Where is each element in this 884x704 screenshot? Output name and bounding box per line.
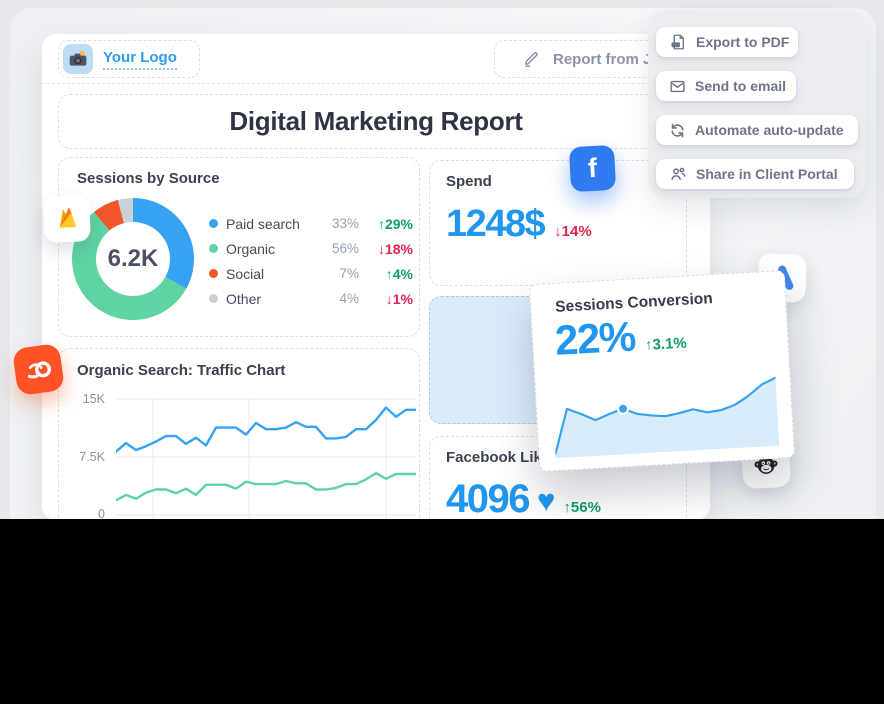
traffic-line-chart xyxy=(116,398,416,519)
organic-dot xyxy=(209,244,218,253)
legend-pct: 56% xyxy=(331,241,359,256)
sessions-donut: 6.2K xyxy=(72,198,194,320)
spend-value: 1248$ xyxy=(446,203,546,245)
logo-box: Your Logo xyxy=(58,40,200,78)
pdf-icon: PDF xyxy=(671,34,684,50)
panel-title: Sessions by Source xyxy=(77,170,220,187)
panel-title: Spend xyxy=(446,173,492,190)
conversion-change: ↑3.1% xyxy=(644,334,688,354)
export-menu: PDF Export to PDF Send to email Automate… xyxy=(648,10,866,198)
legend-pct: 33% xyxy=(331,216,359,231)
semrush-icon xyxy=(11,342,66,397)
svg-text:PDF: PDF xyxy=(672,43,680,47)
legend-change: ↓18% xyxy=(377,240,413,257)
report-name-field[interactable]: Report from Janu xyxy=(494,40,710,78)
facebook-likes-panel: Facebook Likes 4096 ♥ ↑56% xyxy=(429,436,687,519)
heart-icon: ♥ xyxy=(536,483,556,518)
traffic-chart-panel: Organic Search: Traffic Chart 15K 7.5K 0 xyxy=(58,348,420,519)
social-dot xyxy=(209,269,218,278)
legend-change: ↓1% xyxy=(385,290,413,307)
y-tick-7-5k: 7.5K xyxy=(79,450,105,464)
donut-legend: Paid search 33% ↑29% Organic 56% ↓18% So… xyxy=(209,211,413,311)
report-title: Digital Marketing Report xyxy=(58,94,694,149)
camera-icon xyxy=(63,44,93,74)
sessions-by-source-panel: Sessions by Source 6.2K Paid search 33% … xyxy=(58,157,420,337)
panel-title: Facebook Likes xyxy=(446,449,559,466)
refresh-icon xyxy=(671,123,684,137)
spend-panel: Spend 1248$ ↓14% xyxy=(429,160,687,286)
features-section: Report on all marketing channels in a si… xyxy=(0,519,884,704)
donut-center-value: 6.2K xyxy=(96,222,170,296)
y-tick-0: 0 xyxy=(98,507,105,519)
send-to-email-button[interactable]: Send to email xyxy=(656,71,796,101)
other-dot xyxy=(209,294,218,303)
legend-change: ↑4% xyxy=(385,265,413,282)
legend-change: ↑29% xyxy=(377,215,413,232)
facebook-icon: f xyxy=(568,144,617,193)
menu-item-label: Export to PDF xyxy=(696,34,790,50)
your-logo-link[interactable]: Your Logo xyxy=(103,48,177,70)
legend-label: Other xyxy=(226,290,262,307)
report-name-text: Report from Janu xyxy=(553,50,679,68)
email-icon xyxy=(670,80,685,92)
header-divider xyxy=(42,83,710,84)
spend-change: ↓14% xyxy=(554,223,592,240)
legend-pct: 4% xyxy=(339,291,359,306)
legend-row: Organic 56% ↓18% xyxy=(209,236,413,261)
conversion-area-chart xyxy=(554,376,780,459)
panel-title: Organic Search: Traffic Chart xyxy=(77,362,286,379)
menu-item-label: Automate auto-update xyxy=(695,122,844,138)
facebook-likes-change: ↑56% xyxy=(563,499,601,516)
paid-search-dot xyxy=(209,219,218,228)
legend-row: Paid search 33% ↑29% xyxy=(209,211,413,236)
legend-row: Other 4% ↓1% xyxy=(209,286,413,311)
legend-label: Organic xyxy=(226,240,276,257)
people-icon xyxy=(671,167,686,180)
share-in-client-portal-button[interactable]: Share in Client Portal xyxy=(656,159,854,189)
hero-background: Your Logo Report from Janu Digital Marke… xyxy=(0,0,884,519)
menu-item-label: Share in Client Portal xyxy=(696,166,838,182)
menu-item-label: Send to email xyxy=(695,78,787,94)
automate-auto-update-button[interactable]: Automate auto-update xyxy=(656,115,858,145)
legend-pct: 7% xyxy=(339,266,359,281)
y-tick-15k: 15K xyxy=(82,392,105,406)
legend-row: Social 7% ↑4% xyxy=(209,261,413,286)
conversion-value: 22% xyxy=(553,312,636,364)
legend-label: Paid search xyxy=(226,215,300,232)
sessions-conversion-card: Sessions Conversion 22% ↑3.1% xyxy=(528,270,796,472)
edit-pen-icon xyxy=(525,52,538,67)
firebase-icon xyxy=(43,195,91,243)
export-to-pdf-button[interactable]: PDF Export to PDF xyxy=(656,27,798,57)
legend-label: Social xyxy=(226,265,265,282)
facebook-likes-value: 4096 xyxy=(446,477,530,519)
